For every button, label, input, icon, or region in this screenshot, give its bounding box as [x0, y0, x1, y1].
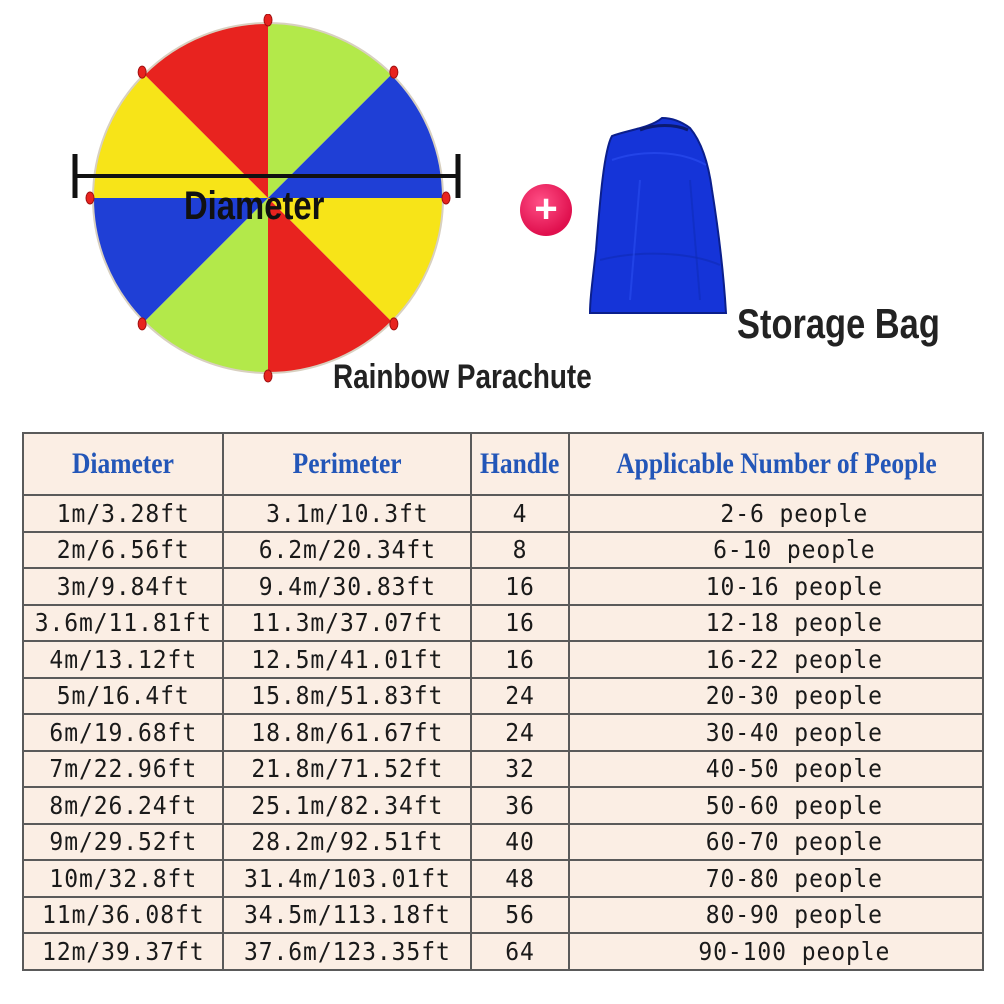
parachute-wedge — [268, 198, 443, 373]
cell-perimeter: 21.8m/71.52ft — [222, 749, 472, 788]
cell-handle: 64 — [470, 932, 570, 971]
table-header-row: Diameter Perimeter Handle Applicable Num… — [22, 432, 984, 496]
header-diameter: Diameter — [22, 432, 224, 496]
header-perimeter: Perimeter — [222, 432, 472, 496]
cell-perimeter: 9.4m/30.83ft — [222, 567, 472, 606]
parachute-handle — [441, 191, 451, 205]
cell-handle: 40 — [470, 822, 570, 861]
table-row: 2m/6.56ft 6.2m/20.34ft 8 6-10 people — [22, 530, 984, 569]
table-row: 5m/16.4ft 15.8m/51.83ft 24 20-30 people — [22, 676, 984, 715]
size-table: Diameter Perimeter Handle Applicable Num… — [22, 432, 984, 971]
table-row: 1m/3.28ft 3.1m/10.3ft 4 2-6 people — [22, 494, 984, 533]
rainbow-parachute-label: Rainbow Parachute — [333, 358, 592, 396]
table-row: 10m/32.8ft 31.4m/103.01ft 48 70-80 people — [22, 859, 984, 898]
rainbow-parachute-image — [72, 14, 461, 383]
cell-applicable-people: 80-90 people — [568, 895, 984, 934]
table-row: 3m/9.84ft 9.4m/30.83ft 16 10-16 people — [22, 567, 984, 606]
cell-diameter: 4m/13.12ft — [22, 640, 224, 679]
cell-handle: 24 — [470, 713, 570, 752]
table-row: 3.6m/11.81ft 11.3m/37.07ft 16 12-18 people — [22, 603, 984, 642]
cell-diameter: 6m/19.68ft — [22, 713, 224, 752]
parachute-handle — [137, 65, 147, 79]
table-row: 4m/13.12ft 12.5m/41.01ft 16 16-22 people — [22, 640, 984, 679]
cell-perimeter: 11.3m/37.07ft — [222, 603, 472, 642]
cell-diameter: 7m/22.96ft — [22, 749, 224, 788]
cell-diameter: 2m/6.56ft — [22, 530, 224, 569]
cell-perimeter: 37.6m/123.35ft — [222, 932, 472, 971]
cell-applicable-people: 16-22 people — [568, 640, 984, 679]
cell-perimeter: 15.8m/51.83ft — [222, 676, 472, 715]
cell-handle: 24 — [470, 676, 570, 715]
parachute-wedge — [268, 198, 443, 373]
table-row: 8m/26.24ft 25.1m/82.34ft 36 50-60 people — [22, 786, 984, 825]
table-row: 7m/22.96ft 21.8m/71.52ft 32 40-50 people — [22, 749, 984, 788]
cell-perimeter: 12.5m/41.01ft — [222, 640, 472, 679]
cell-diameter: 1m/3.28ft — [22, 494, 224, 533]
cell-handle: 16 — [470, 567, 570, 606]
cell-perimeter: 28.2m/92.51ft — [222, 822, 472, 861]
header-applicable-people: Applicable Number of People — [568, 432, 984, 496]
cell-handle: 56 — [470, 895, 570, 934]
table-row: 12m/39.37ft 37.6m/123.35ft 64 90-100 people — [22, 932, 984, 971]
cell-applicable-people: 20-30 people — [568, 676, 984, 715]
cell-handle: 32 — [470, 749, 570, 788]
parachute-handle — [389, 317, 399, 331]
storage-bag-image — [588, 116, 728, 314]
cell-applicable-people: 12-18 people — [568, 603, 984, 642]
cell-applicable-people: 10-16 people — [568, 567, 984, 606]
parachute-wedge — [93, 23, 268, 198]
cell-handle: 4 — [470, 494, 570, 533]
cell-applicable-people: 30-40 people — [568, 713, 984, 752]
cell-diameter: 5m/16.4ft — [22, 676, 224, 715]
cell-perimeter: 18.8m/61.67ft — [222, 713, 472, 752]
cell-diameter: 10m/32.8ft — [22, 859, 224, 898]
cell-handle: 36 — [470, 786, 570, 825]
parachute-handle — [85, 191, 95, 205]
cell-handle: 16 — [470, 640, 570, 679]
parachute-handle — [263, 14, 273, 27]
parachute-wedge — [93, 198, 268, 373]
parachute-wedge — [268, 23, 443, 198]
parachute-wedge — [93, 198, 268, 373]
plus-sign: + — [534, 187, 558, 231]
cell-diameter: 3m/9.84ft — [22, 567, 224, 606]
cell-diameter: 3.6m/11.81ft — [22, 603, 224, 642]
cell-applicable-people: 50-60 people — [568, 786, 984, 825]
cell-perimeter: 3.1m/10.3ft — [222, 494, 472, 533]
parachute-wedge — [268, 23, 443, 198]
cell-diameter: 9m/29.52ft — [22, 822, 224, 861]
storage-bag-label: Storage Bag — [737, 300, 940, 347]
parachute-wedge — [93, 23, 268, 198]
cell-applicable-people: 90-100 people — [568, 932, 984, 971]
cell-applicable-people: 40-50 people — [568, 749, 984, 788]
cell-handle: 8 — [470, 530, 570, 569]
cell-applicable-people: 6-10 people — [568, 530, 984, 569]
cell-diameter: 11m/36.08ft — [22, 895, 224, 934]
table-row: 11m/36.08ft 34.5m/113.18ft 56 80-90 people — [22, 895, 984, 934]
cell-handle: 48 — [470, 859, 570, 898]
cell-applicable-people: 70-80 people — [568, 859, 984, 898]
cell-perimeter: 31.4m/103.01ft — [222, 859, 472, 898]
header-handle: Handle — [470, 432, 570, 496]
cell-diameter: 8m/26.24ft — [22, 786, 224, 825]
cell-perimeter: 25.1m/82.34ft — [222, 786, 472, 825]
cell-applicable-people: 2-6 people — [568, 494, 984, 533]
parachute-handle — [137, 317, 147, 331]
table-row: 6m/19.68ft 18.8m/61.67ft 24 30-40 people — [22, 713, 984, 752]
diameter-label: Diameter — [184, 184, 325, 228]
table-row: 9m/29.52ft 28.2m/92.51ft 40 60-70 people — [22, 822, 984, 861]
cell-perimeter: 6.2m/20.34ft — [222, 530, 472, 569]
cell-perimeter: 34.5m/113.18ft — [222, 895, 472, 934]
parachute-handle — [389, 65, 399, 79]
cell-diameter: 12m/39.37ft — [22, 932, 224, 971]
table-body: 1m/3.28ft 3.1m/10.3ft 4 2-6 people 2m/6.56ft… — [22, 494, 984, 971]
cell-handle: 16 — [470, 603, 570, 642]
plus-icon: + — [520, 184, 572, 236]
parachute-handle — [263, 369, 273, 383]
cell-applicable-people: 60-70 people — [568, 822, 984, 861]
